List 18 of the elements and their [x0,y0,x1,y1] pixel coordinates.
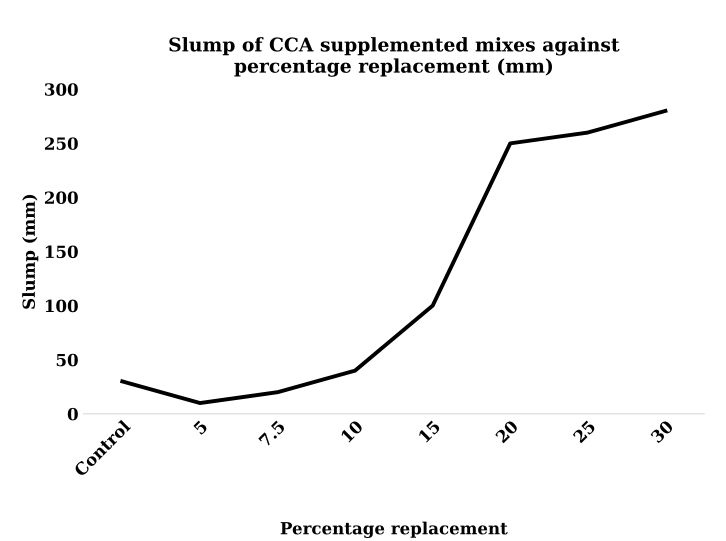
x-tick-label: 5 [193,420,208,436]
chart-title: Slump of CCA supplemented mixes against percentage replacement (mm) [169,37,620,77]
line-series [120,108,668,405]
y-tick-label: 0 [68,408,78,420]
x-axis-title: Percentage replacement [280,522,508,538]
x-tick-label: 7.5 [258,420,286,448]
y-axis-title: Slump (mm) [22,194,38,309]
y-tick-label: 50 [56,354,78,366]
y-tick-label: 100 [46,300,78,312]
x-tick-label: 30 [650,419,674,444]
y-tick-label: 200 [44,191,78,204]
y-tick-label: 150 [46,246,78,258]
y-tick-label: 250 [44,137,78,150]
x-tick-label: 10 [340,419,364,443]
x-tick-label: 15 [418,420,441,443]
y-tick-label: 300 [45,83,78,96]
x-tick-label: 20 [494,419,519,444]
x-tick-label: 25 [572,420,596,444]
